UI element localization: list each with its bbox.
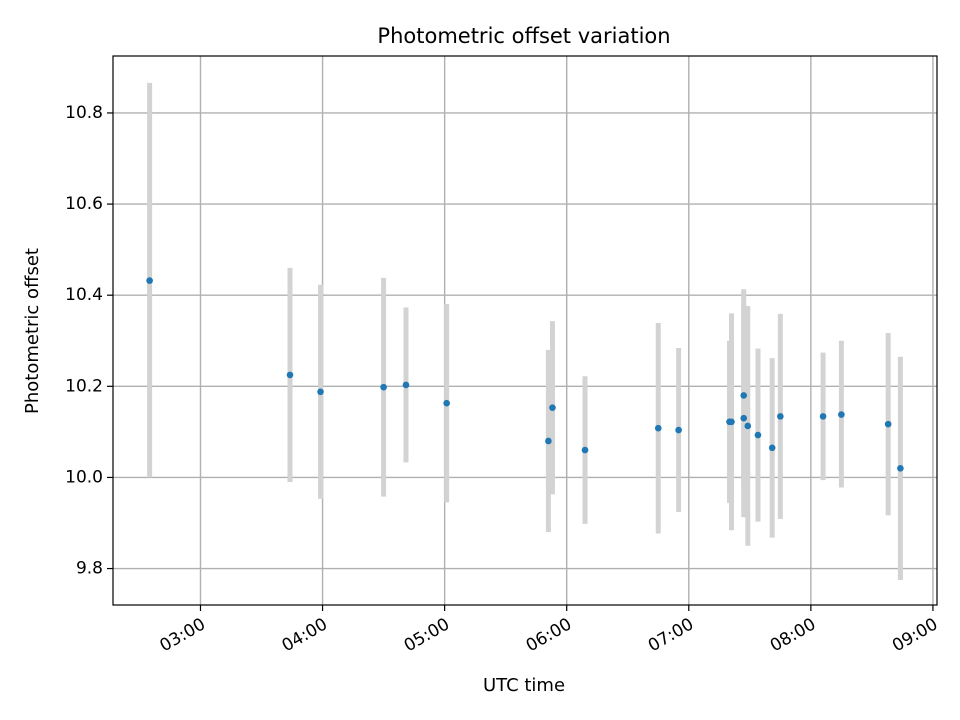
data-point	[884, 420, 892, 428]
grid-lines	[113, 56, 937, 605]
data-point	[754, 431, 762, 439]
data-point	[740, 392, 748, 399]
y-tick-label: 10.8	[65, 103, 103, 123]
data-point	[838, 411, 845, 418]
chart-title: Photometric offset variation	[377, 24, 670, 48]
data-point	[777, 413, 784, 420]
data-point	[545, 437, 552, 445]
y-tick-label: 10.2	[65, 376, 103, 396]
data-point	[654, 424, 662, 432]
data-point	[740, 414, 748, 422]
plot-area-frame	[112, 55, 938, 606]
data-point	[819, 413, 827, 420]
data-points	[146, 277, 904, 472]
data-point	[146, 277, 153, 284]
y-tick-label: 10.0	[65, 467, 103, 487]
data-point	[897, 465, 904, 472]
y-axis-ticks: 9.8 10.0 10.2 10.4 10.6 10.8	[65, 103, 113, 579]
y-tick-label: 9.8	[76, 559, 103, 579]
data-point	[744, 422, 752, 430]
data-point	[728, 418, 735, 426]
data-point	[675, 426, 682, 434]
data-point	[443, 399, 450, 407]
data-point	[317, 388, 324, 396]
x-axis-label: UTC time	[483, 675, 565, 696]
y-axis-label: Photometric offset	[22, 248, 43, 414]
y-tick-label: 10.6	[65, 194, 103, 214]
y-tick-label: 10.4	[65, 285, 103, 305]
data-point	[286, 371, 294, 379]
data-point	[581, 446, 589, 454]
data-point	[380, 383, 387, 391]
data-point	[549, 404, 556, 412]
data-point	[402, 381, 410, 389]
data-point	[768, 444, 776, 452]
